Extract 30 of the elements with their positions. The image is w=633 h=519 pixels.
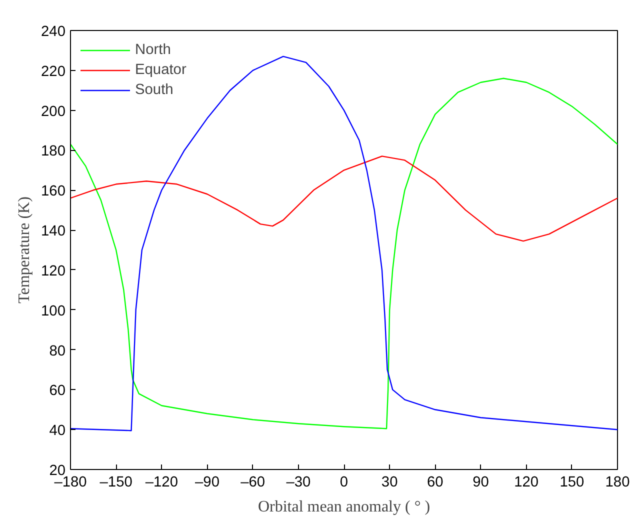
y-tick-label: 80 — [49, 343, 66, 360]
x-tick-label: 120 — [514, 474, 539, 490]
x-tick-label: –60 — [240, 474, 266, 490]
y-tick-label: 200 — [41, 104, 66, 120]
legend-label: North — [135, 42, 171, 58]
x-tick-label: 150 — [560, 474, 584, 490]
x-axis-title: Orbital mean anomaly ( ° ) — [258, 498, 430, 516]
y-tick-label: 160 — [41, 184, 66, 200]
y-tick-label: 120 — [41, 263, 66, 280]
line-series — [70, 156, 618, 242]
y-tick-label: 240 — [41, 24, 66, 40]
x-tick-label: –150 — [100, 474, 132, 490]
x-tick-label: 0 — [340, 474, 348, 490]
x-tick-label: –120 — [145, 474, 178, 490]
y-tick-label: 40 — [49, 423, 66, 440]
x-tick-label: 90 — [472, 474, 489, 490]
y-tick-label: 220 — [41, 64, 66, 80]
y-tick-label: 100 — [41, 303, 66, 320]
x-tick-label: –30 — [286, 474, 311, 490]
y-tick-label: 140 — [41, 224, 66, 240]
x-tick-label: –180 — [54, 474, 87, 490]
y-axis-title: Temperature (K) — [16, 196, 34, 304]
legend-label: Equator — [135, 62, 186, 78]
y-tick-label: 180 — [41, 144, 66, 160]
x-tick-label: 60 — [427, 474, 444, 490]
y-tick-label: 60 — [49, 383, 66, 400]
x-tick-label: 180 — [605, 474, 630, 490]
x-tick-label: –90 — [195, 474, 220, 490]
x-tick-label: 30 — [381, 474, 398, 490]
legend-label: South — [135, 82, 174, 98]
